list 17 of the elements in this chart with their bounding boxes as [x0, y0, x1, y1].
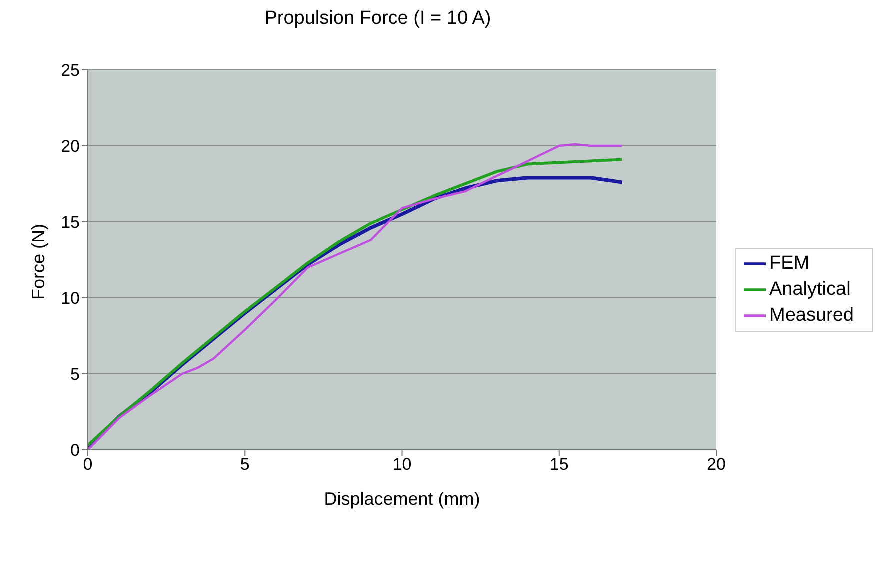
legend-label: FEM — [770, 253, 810, 274]
y-axis-title: Force (N) — [28, 224, 48, 300]
x-tick-label: 5 — [240, 455, 250, 474]
x-tick-label: 15 — [550, 455, 569, 474]
y-tick-label: 10 — [61, 289, 80, 308]
legend-label: Measured — [770, 305, 854, 326]
y-tick-label: 15 — [61, 213, 80, 232]
y-tick-label: 0 — [70, 441, 80, 460]
x-tick-label: 0 — [83, 455, 93, 474]
y-tick-label: 20 — [61, 137, 80, 156]
x-tick-label: 20 — [707, 455, 726, 474]
y-tick-label: 5 — [70, 365, 80, 384]
x-tick-label: 10 — [392, 455, 412, 474]
x-axis-title: Displacement (mm) — [324, 489, 480, 509]
chart-title: Propulsion Force (I = 10 A) — [264, 8, 492, 30]
y-tick-label: 25 — [61, 61, 80, 80]
legend-label: Analytical — [770, 279, 851, 300]
